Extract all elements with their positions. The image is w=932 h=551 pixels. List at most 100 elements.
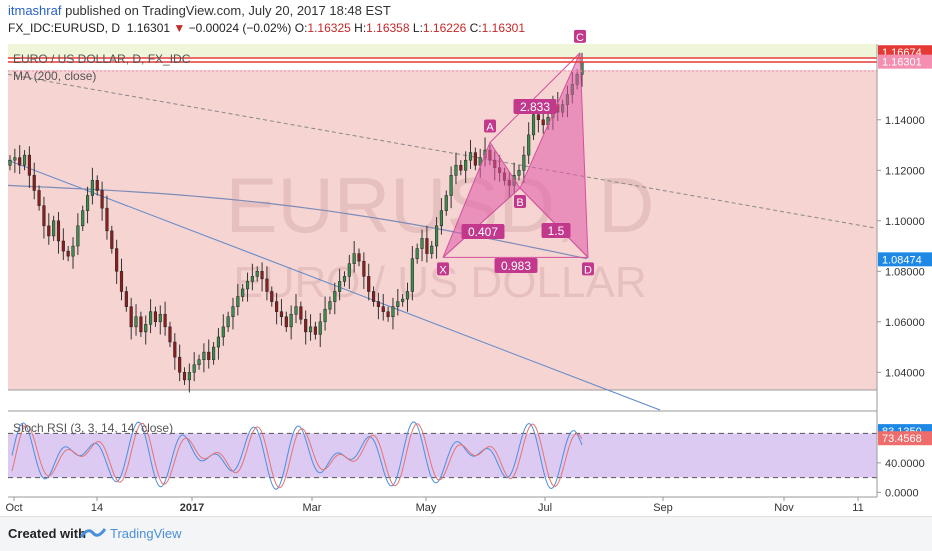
- price-tick-label: 1.04000: [885, 367, 925, 379]
- candle: [61, 240, 65, 252]
- stoch-k-line: [11, 421, 583, 490]
- candle: [347, 263, 351, 277]
- candle: [42, 205, 46, 227]
- candle: [149, 311, 153, 325]
- harmonic-pattern[interactable]: X A B C D 0.407 2.833 1.5 0.983: [437, 29, 594, 277]
- candle: [8, 159, 12, 166]
- candle: [265, 278, 269, 292]
- candle: [241, 288, 245, 297]
- stoch-rsi: [8, 421, 877, 490]
- price-tick-label: 1.12000: [885, 165, 925, 177]
- candle: [435, 225, 439, 247]
- candle: [27, 154, 31, 176]
- candle: [279, 311, 284, 318]
- pattern-point-box: [582, 262, 594, 276]
- candle: [144, 324, 148, 333]
- candle: [522, 154, 526, 171]
- candle: [173, 341, 177, 358]
- price-label-box: [878, 252, 932, 267]
- main-legend: EURO / US DOLLAR, D, FX_IDC: [13, 52, 191, 66]
- trendline: [7, 159, 661, 411]
- pattern-point-box: [514, 194, 526, 208]
- indicator-legend: Stoch RSI (3, 3, 14, 14, close): [13, 421, 173, 435]
- candle: [284, 316, 288, 328]
- ratio-box: [541, 223, 571, 238]
- candle: [90, 180, 94, 196]
- candle: [308, 326, 313, 333]
- candle: [444, 195, 448, 211]
- candle: [56, 220, 61, 242]
- candle: [192, 364, 196, 373]
- candle: [76, 225, 80, 247]
- candle: [439, 210, 443, 227]
- ratio-box: [461, 224, 505, 239]
- pattern-point-box: [484, 119, 496, 133]
- candle: [13, 157, 17, 161]
- price-label-text: 1.08474: [882, 254, 922, 266]
- ohlc-bar: FX_IDC:EURUSD, D 1.16301 ▼ −0.00024 (−0.…: [8, 21, 525, 35]
- ratio-box: [513, 99, 557, 114]
- price-axis[interactable]: 1.14000 1.12000 1.10000 1.08000 1.06000 1.040…: [877, 115, 925, 380]
- open-value: 1.16325: [307, 21, 351, 35]
- candle: [168, 326, 172, 343]
- candle: [105, 207, 109, 232]
- footer: Created with TradingView: [0, 516, 932, 551]
- pattern-point-label: A: [486, 121, 494, 133]
- candle: [52, 220, 56, 237]
- time-tick-label: Jul: [538, 502, 552, 514]
- candle: [270, 291, 274, 302]
- high-value: 1.16358: [366, 21, 410, 35]
- candle: [420, 238, 424, 249]
- pattern-point-box: [437, 262, 449, 276]
- candle: [396, 301, 400, 307]
- publish-info: itmashraf published on TradingView.com, …: [8, 3, 391, 18]
- pattern-point-label: B: [516, 197, 523, 209]
- candle: [139, 316, 143, 333]
- candle: [299, 306, 303, 320]
- indicator-label-text: 73.4568: [882, 433, 922, 445]
- price-chart[interactable]: EURUSD, D EURO / US DOLLAR 1.140001.1200…: [0, 0, 932, 516]
- last-price: 1.16301: [126, 21, 171, 35]
- candle: [536, 114, 540, 121]
- candle: [430, 245, 434, 254]
- candle: [352, 253, 356, 264]
- candle: [226, 316, 230, 328]
- indicator-tick-label: 0.0000: [885, 487, 919, 499]
- candle: [531, 114, 536, 136]
- candle: [182, 372, 187, 381]
- candle: [119, 271, 124, 292]
- candle: [313, 326, 317, 335]
- time-axis[interactable]: Oct 14 2017 Mar May Jul Sep Nov 11: [5, 497, 864, 514]
- candle: [110, 230, 114, 249]
- candle: [245, 281, 250, 290]
- candle: [410, 258, 414, 292]
- candle: [371, 291, 376, 302]
- candle: [129, 306, 133, 328]
- candle: [134, 316, 138, 328]
- candle: [468, 152, 473, 161]
- candle: [338, 281, 342, 292]
- stoch-d-line: [11, 422, 583, 489]
- pattern-point-box: [574, 29, 586, 43]
- low-value: 1.16226: [422, 21, 467, 35]
- tradingview-brand[interactable]: TradingView: [110, 526, 182, 541]
- candle: [401, 298, 405, 302]
- candle: [81, 210, 85, 227]
- down-arrow-icon: ▼: [173, 21, 186, 35]
- author-link[interactable]: itmashraf: [8, 3, 62, 18]
- candle: [425, 238, 429, 254]
- tradingview-logo-icon: [80, 528, 106, 538]
- indicator-label-box: [878, 431, 932, 446]
- change-value: −0.00024 (−0.02%): [188, 21, 292, 35]
- candle: [202, 351, 206, 360]
- time-tick-label: Oct: [5, 502, 22, 514]
- close-label: C:: [469, 21, 482, 35]
- candle: [323, 308, 327, 323]
- candle: [367, 276, 371, 292]
- pattern-leg: [442, 187, 521, 258]
- candle: [71, 245, 75, 257]
- ratio-label: 0.407: [468, 225, 498, 239]
- candle: [163, 313, 167, 328]
- ratio-label: 1.5: [548, 224, 565, 238]
